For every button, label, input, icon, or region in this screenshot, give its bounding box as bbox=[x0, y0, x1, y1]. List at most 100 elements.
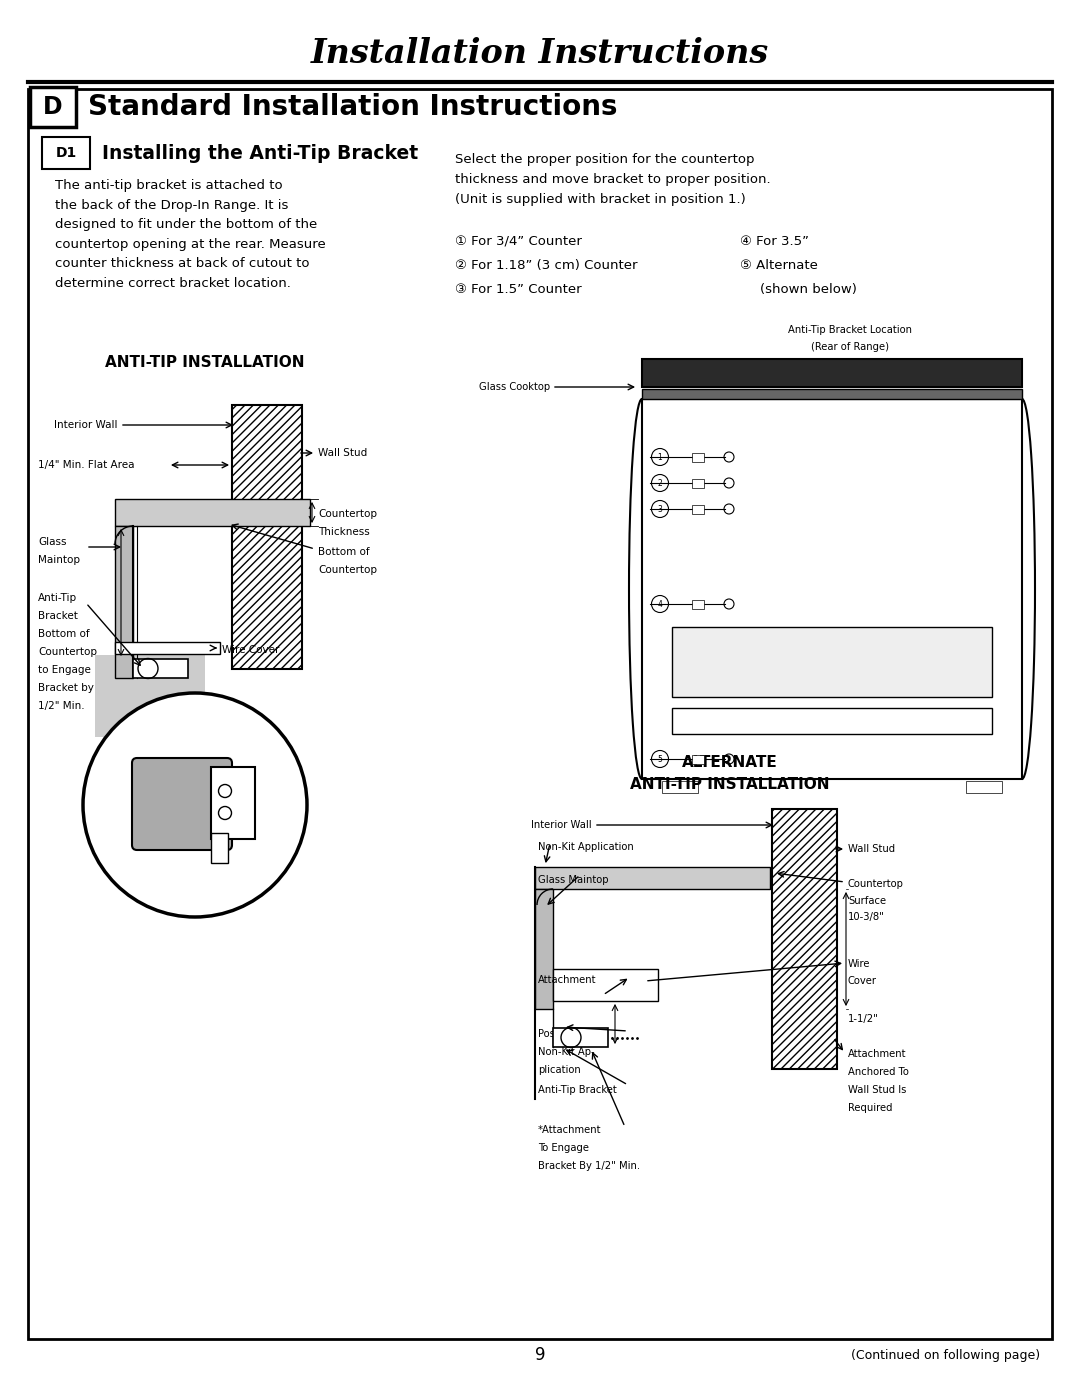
Bar bbox=[642, 359, 1022, 387]
Bar bbox=[232, 405, 302, 669]
Bar bbox=[114, 527, 133, 678]
Text: plication: plication bbox=[538, 1065, 581, 1076]
Bar bbox=[114, 499, 310, 527]
Text: Countertop: Countertop bbox=[318, 564, 377, 576]
Text: Surface: Surface bbox=[848, 895, 886, 907]
Text: 1: 1 bbox=[658, 453, 662, 461]
Text: ② For 1.18” (3 cm) Counter: ② For 1.18” (3 cm) Counter bbox=[455, 258, 637, 272]
FancyBboxPatch shape bbox=[132, 759, 232, 849]
Text: 10-3/8": 10-3/8" bbox=[848, 912, 885, 922]
Bar bbox=[772, 809, 837, 1069]
Text: Countertop: Countertop bbox=[38, 647, 97, 657]
Text: 4: 4 bbox=[658, 599, 662, 609]
Bar bbox=[642, 400, 1022, 780]
Text: Wall Stud: Wall Stud bbox=[318, 448, 367, 458]
Text: The anti-tip bracket is attached to: The anti-tip bracket is attached to bbox=[55, 179, 283, 191]
Text: Non-Kit Application: Non-Kit Application bbox=[538, 842, 634, 852]
Text: Installation Instructions: Installation Instructions bbox=[311, 36, 769, 70]
Text: ④ For 3.5”: ④ For 3.5” bbox=[740, 235, 809, 249]
Text: countertop opening at the rear. Measure: countertop opening at the rear. Measure bbox=[55, 237, 326, 250]
Text: (shown below): (shown below) bbox=[760, 284, 856, 296]
Text: Interior Wall: Interior Wall bbox=[531, 820, 592, 830]
Text: Required: Required bbox=[848, 1104, 892, 1113]
Text: Wire Cover: Wire Cover bbox=[222, 645, 280, 655]
Text: Countertop: Countertop bbox=[318, 509, 377, 520]
Bar bbox=[28, 89, 1052, 1338]
Text: ANTI-TIP INSTALLATION: ANTI-TIP INSTALLATION bbox=[631, 777, 829, 792]
Text: To Engage: To Engage bbox=[538, 1143, 589, 1153]
Bar bbox=[535, 888, 553, 1009]
Text: 9: 9 bbox=[535, 1345, 545, 1363]
Text: Glass Cooktop: Glass Cooktop bbox=[478, 381, 550, 393]
Bar bbox=[211, 767, 255, 840]
Text: Cover: Cover bbox=[848, 977, 877, 986]
Text: (Continued on following page): (Continued on following page) bbox=[851, 1348, 1040, 1362]
Bar bbox=[692, 453, 704, 461]
Text: 1-1/2": 1-1/2" bbox=[848, 1014, 879, 1024]
Text: Non-Kit Ap-: Non-Kit Ap- bbox=[538, 1046, 595, 1058]
Text: determine correct bracket location.: determine correct bracket location. bbox=[55, 277, 291, 289]
Text: Bracket By 1/2" Min.: Bracket By 1/2" Min. bbox=[538, 1161, 640, 1171]
Text: Anti-Tip Bracket Location: Anti-Tip Bracket Location bbox=[788, 326, 912, 335]
Text: thickness and move bracket to proper position.: thickness and move bracket to proper pos… bbox=[455, 173, 771, 186]
Text: Countertop: Countertop bbox=[848, 879, 904, 888]
Bar bbox=[772, 809, 837, 1069]
Bar bbox=[672, 708, 993, 733]
Bar bbox=[966, 781, 1002, 793]
Text: Interior Wall: Interior Wall bbox=[54, 420, 118, 430]
Text: Glass Maintop: Glass Maintop bbox=[538, 875, 608, 886]
Text: Anti-Tip Bracket: Anti-Tip Bracket bbox=[538, 1085, 617, 1095]
Text: Wall Stud: Wall Stud bbox=[848, 844, 895, 854]
Text: 5: 5 bbox=[658, 754, 662, 764]
Bar bbox=[553, 970, 658, 1002]
Text: to Engage: to Engage bbox=[38, 665, 91, 675]
Text: (Unit is supplied with bracket in position 1.): (Unit is supplied with bracket in positi… bbox=[455, 193, 746, 205]
Bar bbox=[95, 655, 205, 738]
Text: D1: D1 bbox=[55, 147, 77, 161]
Text: *Attachment: *Attachment bbox=[538, 1125, 602, 1134]
Bar bbox=[211, 833, 228, 863]
Text: Bottom of: Bottom of bbox=[38, 629, 90, 638]
Text: 1/2" Min.: 1/2" Min. bbox=[38, 701, 84, 711]
Bar bbox=[535, 868, 770, 888]
Text: counter thickness at back of cutout to: counter thickness at back of cutout to bbox=[55, 257, 310, 270]
Text: Bracket by: Bracket by bbox=[38, 683, 94, 693]
Text: Bracket: Bracket bbox=[38, 610, 78, 622]
Text: Installing the Anti-Tip Bracket: Installing the Anti-Tip Bracket bbox=[102, 144, 418, 162]
Bar bbox=[692, 479, 704, 488]
Text: ③ For 1.5” Counter: ③ For 1.5” Counter bbox=[455, 284, 582, 296]
Bar bbox=[42, 137, 90, 169]
Text: Position #5: Position #5 bbox=[538, 1030, 595, 1039]
Text: Anti-Tip: Anti-Tip bbox=[38, 592, 77, 604]
Text: Wall Stud Is: Wall Stud Is bbox=[848, 1085, 906, 1095]
Text: D: D bbox=[43, 95, 63, 119]
Text: 3: 3 bbox=[658, 504, 662, 514]
Bar bbox=[662, 781, 698, 793]
Text: designed to fit under the bottom of the: designed to fit under the bottom of the bbox=[55, 218, 318, 231]
Text: Wire: Wire bbox=[848, 958, 870, 970]
Bar bbox=[642, 388, 1022, 400]
Text: the back of the Drop-In Range. It is: the back of the Drop-In Range. It is bbox=[55, 198, 288, 211]
Bar bbox=[692, 754, 704, 764]
Text: Maintop: Maintop bbox=[38, 555, 80, 564]
Circle shape bbox=[218, 806, 231, 820]
Text: Glass: Glass bbox=[38, 536, 67, 548]
Bar bbox=[232, 405, 302, 669]
Bar bbox=[114, 643, 220, 654]
Text: Attachment: Attachment bbox=[848, 1049, 906, 1059]
Bar bbox=[30, 87, 76, 127]
Text: ① For 3/4” Counter: ① For 3/4” Counter bbox=[455, 235, 582, 249]
Text: ⑤ Alternate: ⑤ Alternate bbox=[740, 258, 818, 272]
Bar bbox=[692, 599, 704, 609]
Bar bbox=[692, 504, 704, 514]
Text: Thickness: Thickness bbox=[318, 527, 369, 536]
Text: Attachment: Attachment bbox=[538, 975, 596, 985]
Text: Standard Installation Instructions: Standard Installation Instructions bbox=[87, 94, 618, 122]
Text: ALTERNATE: ALTERNATE bbox=[683, 754, 778, 770]
Text: Select the proper position for the countertop: Select the proper position for the count… bbox=[455, 154, 755, 166]
Text: Bottom of: Bottom of bbox=[318, 548, 369, 557]
Text: ANTI-TIP INSTALLATION: ANTI-TIP INSTALLATION bbox=[105, 355, 305, 370]
Text: 1/4" Min. Flat Area: 1/4" Min. Flat Area bbox=[38, 460, 135, 469]
Bar bbox=[672, 627, 993, 697]
Text: Anchored To: Anchored To bbox=[848, 1067, 909, 1077]
